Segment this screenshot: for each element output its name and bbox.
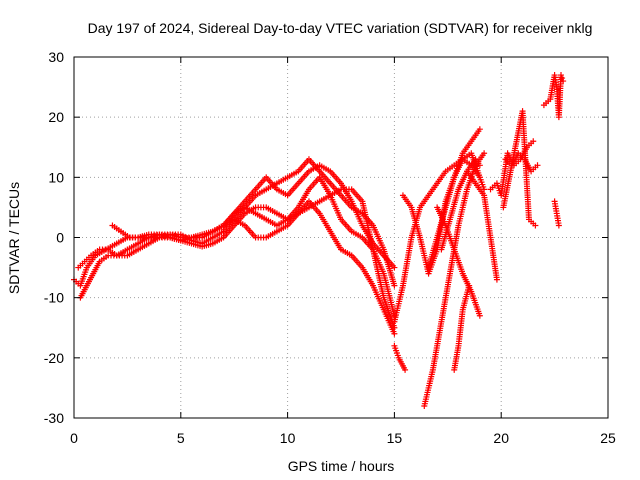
data-points xyxy=(71,72,567,409)
y-tick-label: 30 xyxy=(48,49,64,65)
y-tick-label: 10 xyxy=(48,169,64,185)
data-point xyxy=(558,72,565,79)
data-point xyxy=(476,126,483,133)
y-tick-label: -30 xyxy=(44,410,64,426)
x-axis-label: GPS time / hours xyxy=(288,458,395,474)
y-tick-label: 20 xyxy=(48,109,64,125)
x-tick-label: 15 xyxy=(387,430,403,446)
data-point xyxy=(476,312,483,319)
x-tick-label: 10 xyxy=(280,430,296,446)
chart-title: Day 197 of 2024, Sidereal Day-to-day VTE… xyxy=(88,20,593,36)
data-point xyxy=(402,366,409,373)
y-axis-label: SDTVAR / TECUs xyxy=(6,182,22,294)
y-tick-label: 0 xyxy=(56,230,64,246)
data-point xyxy=(476,174,483,181)
data-point xyxy=(466,282,473,289)
y-tick-label: -10 xyxy=(44,290,64,306)
data-point xyxy=(476,162,483,169)
x-tick-label: 0 xyxy=(70,430,78,446)
data-point xyxy=(555,222,562,229)
data-point xyxy=(559,75,566,82)
data-point xyxy=(532,222,539,229)
data-point xyxy=(560,78,567,85)
data-point xyxy=(493,276,500,283)
tick-labels: 0 5 10 15 20 25 -30 -20 -10 0 10 20 30 xyxy=(44,49,616,446)
y-tick-label: -20 xyxy=(44,350,64,366)
data-point xyxy=(391,282,398,289)
x-tick-label: 25 xyxy=(600,430,616,446)
x-tick-label: 5 xyxy=(177,430,185,446)
data-point xyxy=(534,162,541,169)
data-point xyxy=(530,138,537,145)
data-point xyxy=(481,150,488,157)
x-tick-label: 20 xyxy=(493,430,509,446)
data-point xyxy=(391,330,398,337)
data-point xyxy=(391,264,398,271)
